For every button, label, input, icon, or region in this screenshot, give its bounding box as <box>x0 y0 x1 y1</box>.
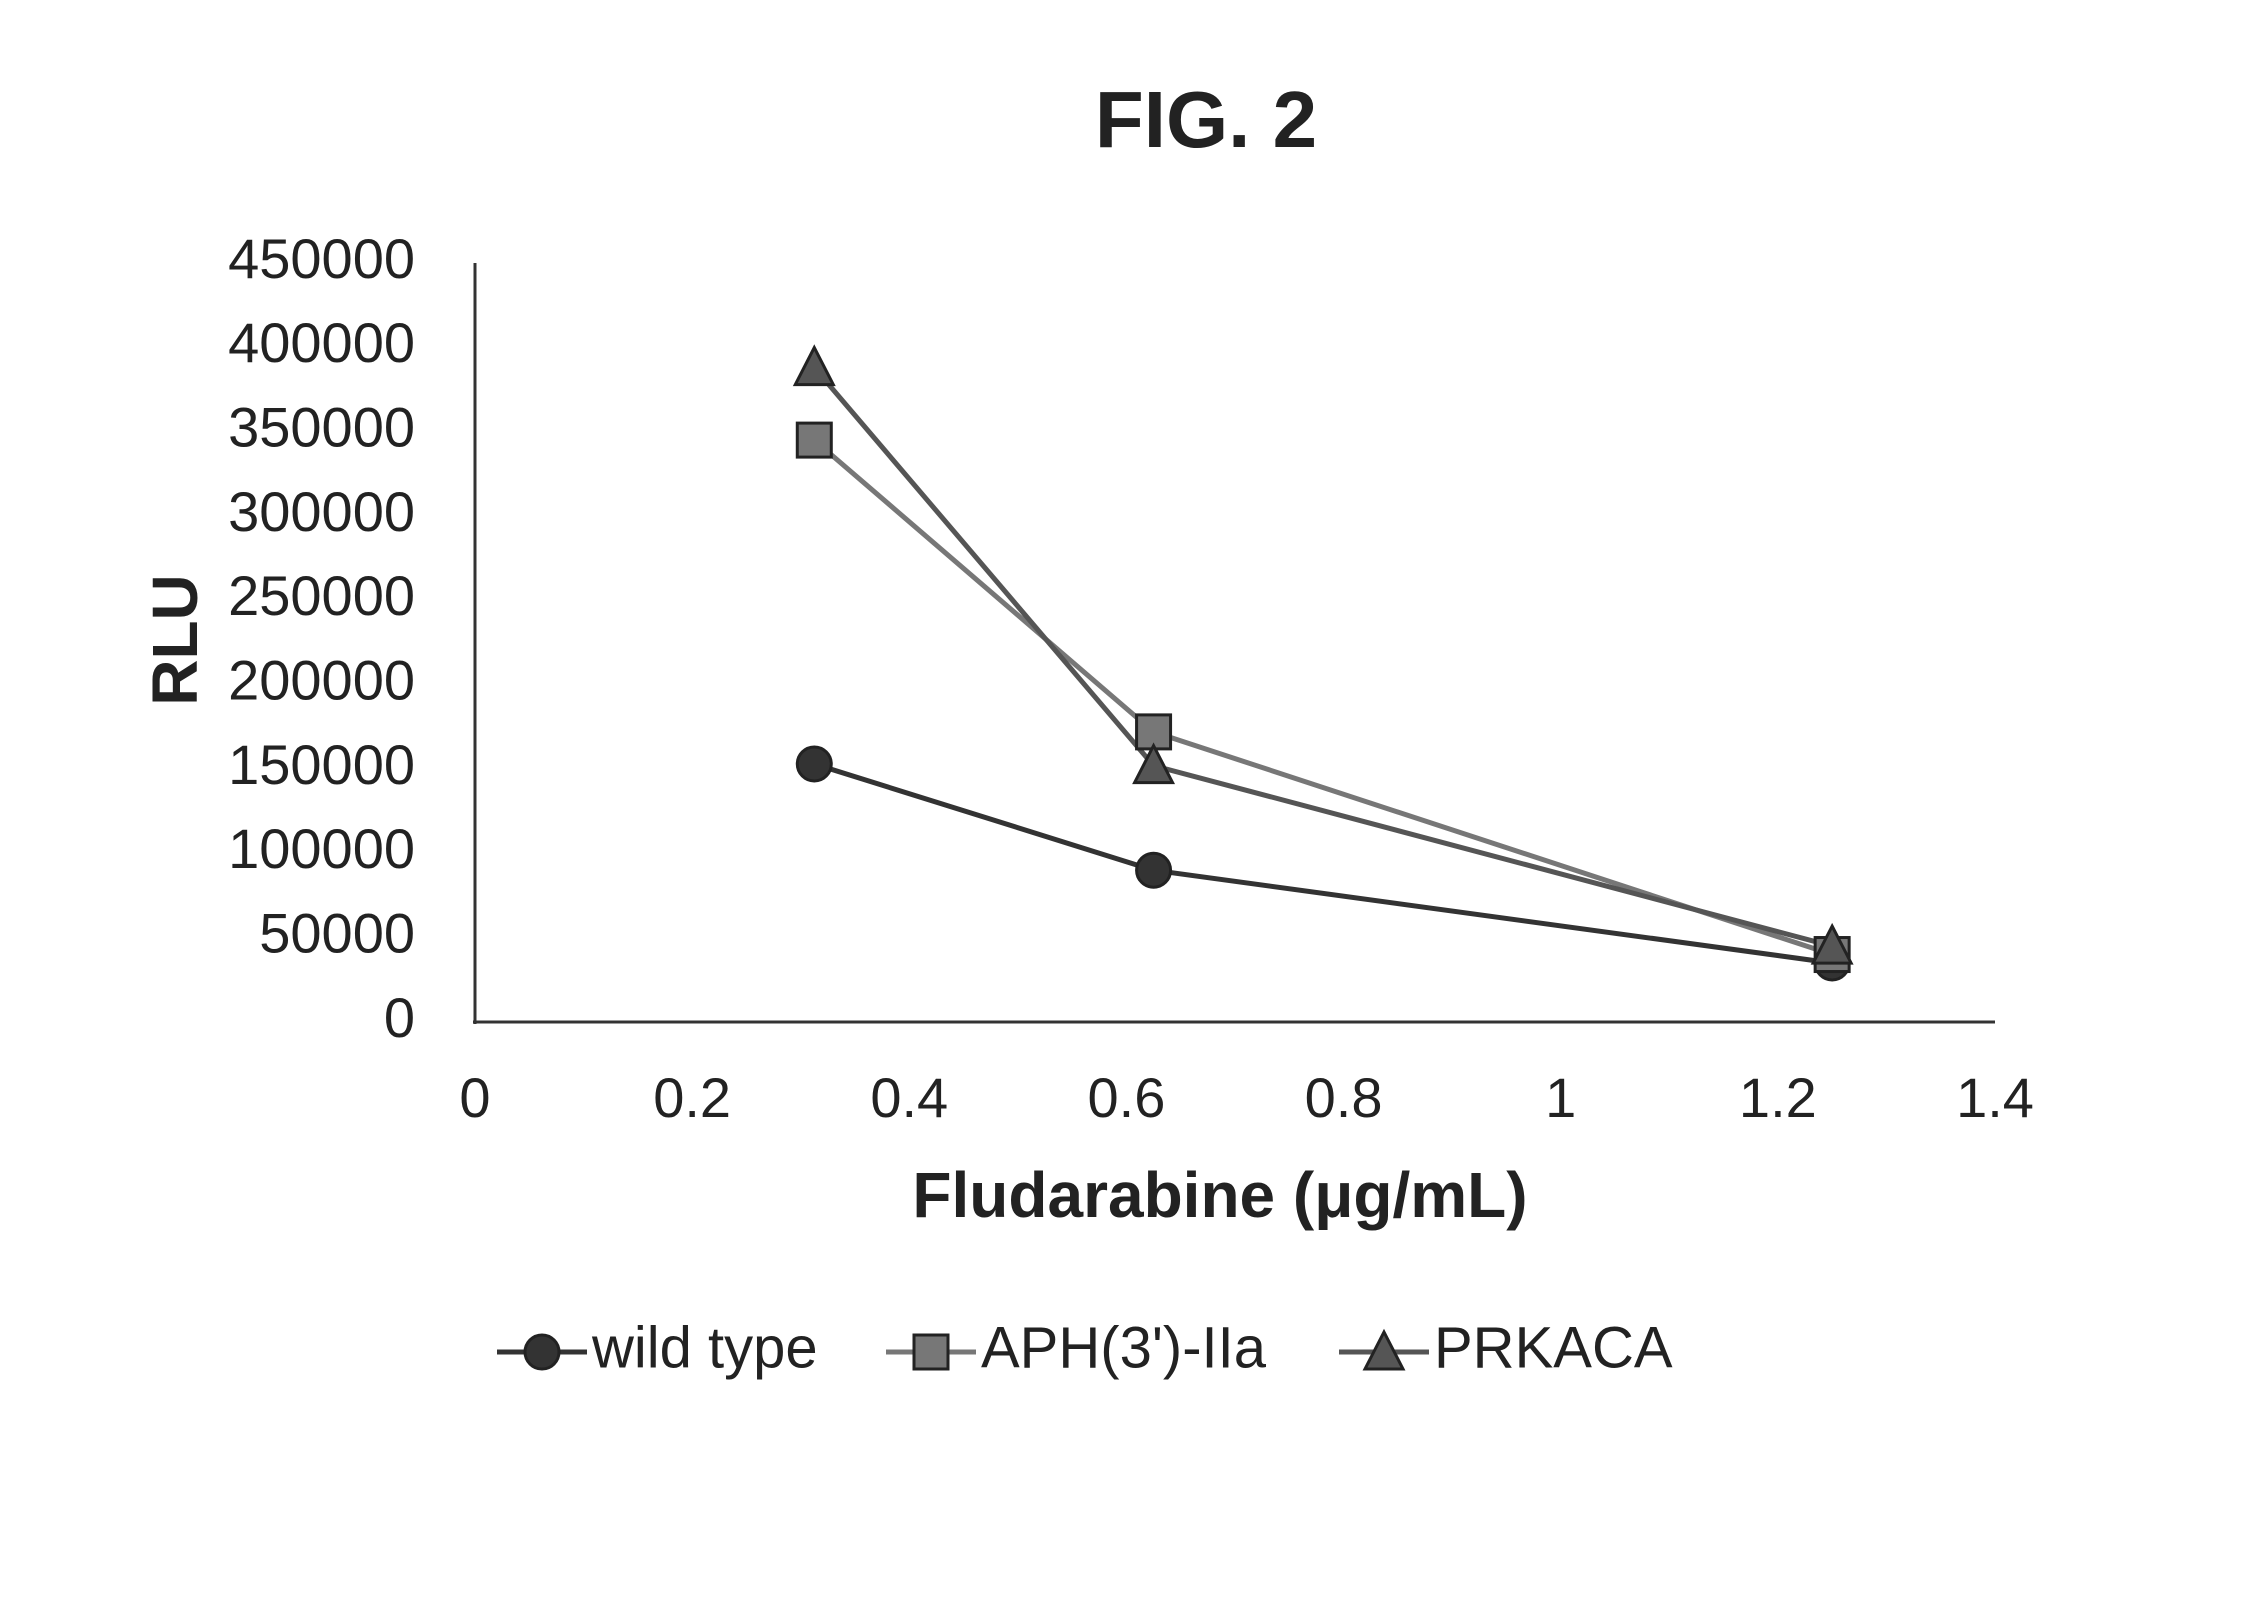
x-tick-label: 0 <box>459 1066 490 1129</box>
y-tick-label: 400000 <box>228 311 415 374</box>
x-tick-label: 0.2 <box>653 1066 731 1129</box>
series-line <box>814 368 1832 947</box>
y-tick-label: 50000 <box>259 901 415 964</box>
data-point <box>795 348 833 385</box>
x-axis-label: Fludarabine (μg/mL) <box>912 1159 1527 1231</box>
legend-marker <box>914 1335 948 1369</box>
y-tick-label: 200000 <box>228 648 415 711</box>
chart-title: FIG. 2 <box>1095 75 1317 164</box>
data-point <box>797 423 831 457</box>
x-tick-label: 0.4 <box>870 1066 948 1129</box>
series-line <box>814 764 1832 963</box>
legend-label: PRKACA <box>1434 1315 1673 1380</box>
x-tick-label: 1 <box>1545 1066 1576 1129</box>
y-axis-label: RLU <box>139 574 211 706</box>
series-line <box>814 440 1832 954</box>
y-tick-label: 100000 <box>228 817 415 880</box>
y-tick-label: 150000 <box>228 733 415 796</box>
y-tick-label: 250000 <box>228 564 415 627</box>
x-tick-label: 0.8 <box>1305 1066 1383 1129</box>
y-tick-label: 300000 <box>228 480 415 543</box>
x-tick-label: 1.2 <box>1739 1066 1817 1129</box>
x-tick-label: 0.6 <box>1087 1066 1165 1129</box>
y-tick-label: 0 <box>384 986 415 1049</box>
legend-label: wild type <box>591 1315 818 1380</box>
legend-label: APH(3')-IIa <box>981 1315 1267 1380</box>
legend-marker <box>525 1335 559 1369</box>
chart: FIG. 2 Fludarabine (μg/mL) RLU 050000100… <box>0 0 2254 1612</box>
y-tick-label: 450000 <box>228 227 415 290</box>
data-point <box>1137 853 1171 887</box>
data-point <box>797 747 831 781</box>
x-tick-label: 1.4 <box>1956 1066 2034 1129</box>
y-tick-label: 350000 <box>228 395 415 458</box>
